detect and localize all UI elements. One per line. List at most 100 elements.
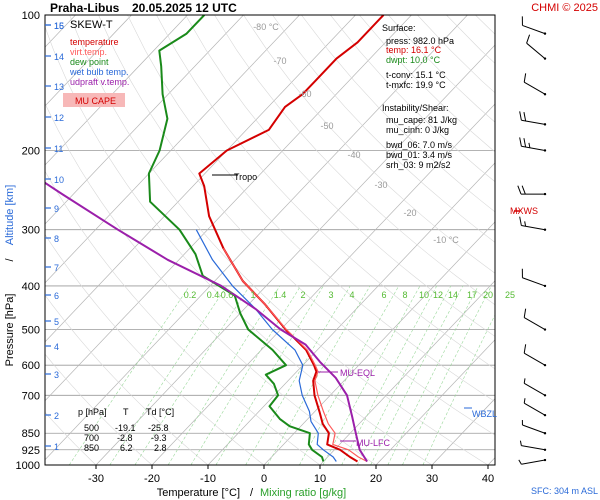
x-axis-title: Temperature [°C] <box>157 487 240 499</box>
mixing-ratio-label: 1 <box>250 290 255 300</box>
isotherm-line <box>45 15 300 284</box>
isotherm-label: -40 <box>347 150 360 160</box>
y-axis-title: Pressure [hPa] <box>4 294 16 367</box>
wind-barb-base <box>543 328 547 331</box>
wind-barb-base <box>543 192 547 196</box>
wind-barb-staff <box>523 382 546 396</box>
profile-wet-bulb-temp- <box>195 229 337 462</box>
altitude-tick-label: 8 <box>54 234 59 244</box>
temperature-tick-label: 20 <box>370 473 382 485</box>
dry-adiabat <box>272 15 495 243</box>
altitude-tick-label: 14 <box>54 52 64 62</box>
wind-barb-base <box>543 284 547 288</box>
dry-adiabat <box>214 15 495 306</box>
wind-barb-flag <box>518 459 522 465</box>
y-axis-sep: / <box>4 258 16 262</box>
isotherm-line <box>319 280 495 465</box>
mixing-ratio-label: 4 <box>349 290 354 300</box>
pressure-tick-label: 500 <box>22 325 40 337</box>
temperature-tick-label: 40 <box>482 473 494 485</box>
altitude-tick-label: 9 <box>54 204 59 214</box>
wind-barb-base <box>543 413 547 417</box>
dry-adiabat <box>45 102 377 465</box>
mixing-ratio-label: 14 <box>448 290 458 300</box>
dry-adiabat <box>45 26 433 465</box>
surface-press: press: 982.0 hPa <box>386 36 454 46</box>
wind-barb-base <box>543 228 547 231</box>
table-header-p: p [hPa] <box>78 407 107 417</box>
tropopause-label: Tropo <box>234 172 257 182</box>
dry-adiabat <box>127 15 495 403</box>
table-row-td: -9.3 <box>151 433 167 443</box>
profile-virt-temp- <box>222 247 368 463</box>
isotherm-line <box>207 162 495 465</box>
mixing-ratio-line <box>267 285 371 465</box>
mixing-ratio-label: 20 <box>483 290 493 300</box>
pressure-tick-label: 925 <box>22 445 40 457</box>
station-name: Praha-Libus <box>50 1 120 15</box>
wbzl-label: WBZL <box>472 409 497 419</box>
mixing-ratio-label: 6 <box>381 290 386 300</box>
wind-barb-flag <box>523 344 527 354</box>
wind-barb-flag <box>523 73 527 83</box>
srh-03: srh_03: 9 m2/s2 <box>386 160 451 170</box>
legend-title: SKEW-T <box>70 19 113 31</box>
dry-adiabat <box>45 170 321 465</box>
dry-adiabat <box>301 15 495 213</box>
wind-barb-flag <box>519 137 522 147</box>
altitude-tick-label: 4 <box>54 342 59 352</box>
altitude-tick-label: 5 <box>54 317 59 327</box>
isotherm-line <box>45 15 468 461</box>
wind-barb-base <box>543 32 547 35</box>
wind-barb-flag <box>526 34 531 44</box>
profile-udpraft-v-temp- <box>45 181 368 463</box>
wind-barb-flag <box>528 142 531 148</box>
x-axis-sep: / <box>250 487 254 499</box>
wind-barb-staff <box>522 424 546 434</box>
table-row-p: 700 <box>84 433 99 443</box>
isotherm-line <box>375 339 495 465</box>
temperature-tick-label: -20 <box>144 473 160 485</box>
wind-barb-base <box>543 149 547 152</box>
plot-frame <box>44 14 496 466</box>
wind-barb-staff <box>526 42 546 59</box>
table-row-td: -25.8 <box>148 423 169 433</box>
wind-barb-staff <box>522 24 546 35</box>
pressure-tick-label: 400 <box>22 281 40 293</box>
mixing-ratio-label: 1.4 <box>274 290 287 300</box>
mixing-ratio-line <box>422 314 495 465</box>
dry-adiabat <box>69 15 489 465</box>
mixing-ratio-label: 12 <box>433 290 443 300</box>
isotherm-line <box>151 103 495 465</box>
isotherm-line <box>45 15 356 343</box>
wind-barb-base <box>543 394 547 397</box>
isotherm-label: -50 <box>320 121 333 131</box>
x-axis-title-2: Mixing ratio [g/kg] <box>260 487 346 499</box>
isotherm-label: -10 °C <box>433 235 459 245</box>
isotherm-line <box>263 221 495 465</box>
pressure-tick-label: 600 <box>22 360 40 372</box>
pressure-tick-label: 1000 <box>16 460 40 472</box>
mu-lfc-label: MU-LFC <box>356 438 390 448</box>
altitude-tick-label: 1 <box>54 442 59 452</box>
wind-barb-staff <box>521 459 546 465</box>
surface-dwpt: dwpt: 10.0 °C <box>386 55 441 65</box>
mu-cape: mu_cape: 81 J/kg <box>386 115 457 125</box>
mixing-ratio-line <box>215 285 324 465</box>
mixing-ratio-label: 10 <box>419 290 429 300</box>
wind-barb-flag <box>523 398 526 404</box>
wind-barb-flag <box>524 221 527 227</box>
axis-layer: 0.2 0.4 0.6 1 1.4 2 3 4 6 8 10 12 14 17 20 25-80 °C-70-… <box>16 10 515 485</box>
credit: CHMI © 2025 <box>531 2 598 14</box>
temperature-tick-label: 0 <box>261 473 267 485</box>
mixing-ratio-line <box>387 285 479 465</box>
instab-title: Instability/Shear: <box>382 103 449 113</box>
y-axis-titles: Pressure [hPa] / Altitude [km] <box>4 185 16 367</box>
wind-barb-staff <box>523 402 546 416</box>
mixing-ratio-line <box>402 285 492 465</box>
mixing-ratio-label: 8 <box>402 290 407 300</box>
legend-virt-temp: virt.temp. <box>70 47 107 57</box>
isotherm-label: -30 <box>374 180 387 190</box>
